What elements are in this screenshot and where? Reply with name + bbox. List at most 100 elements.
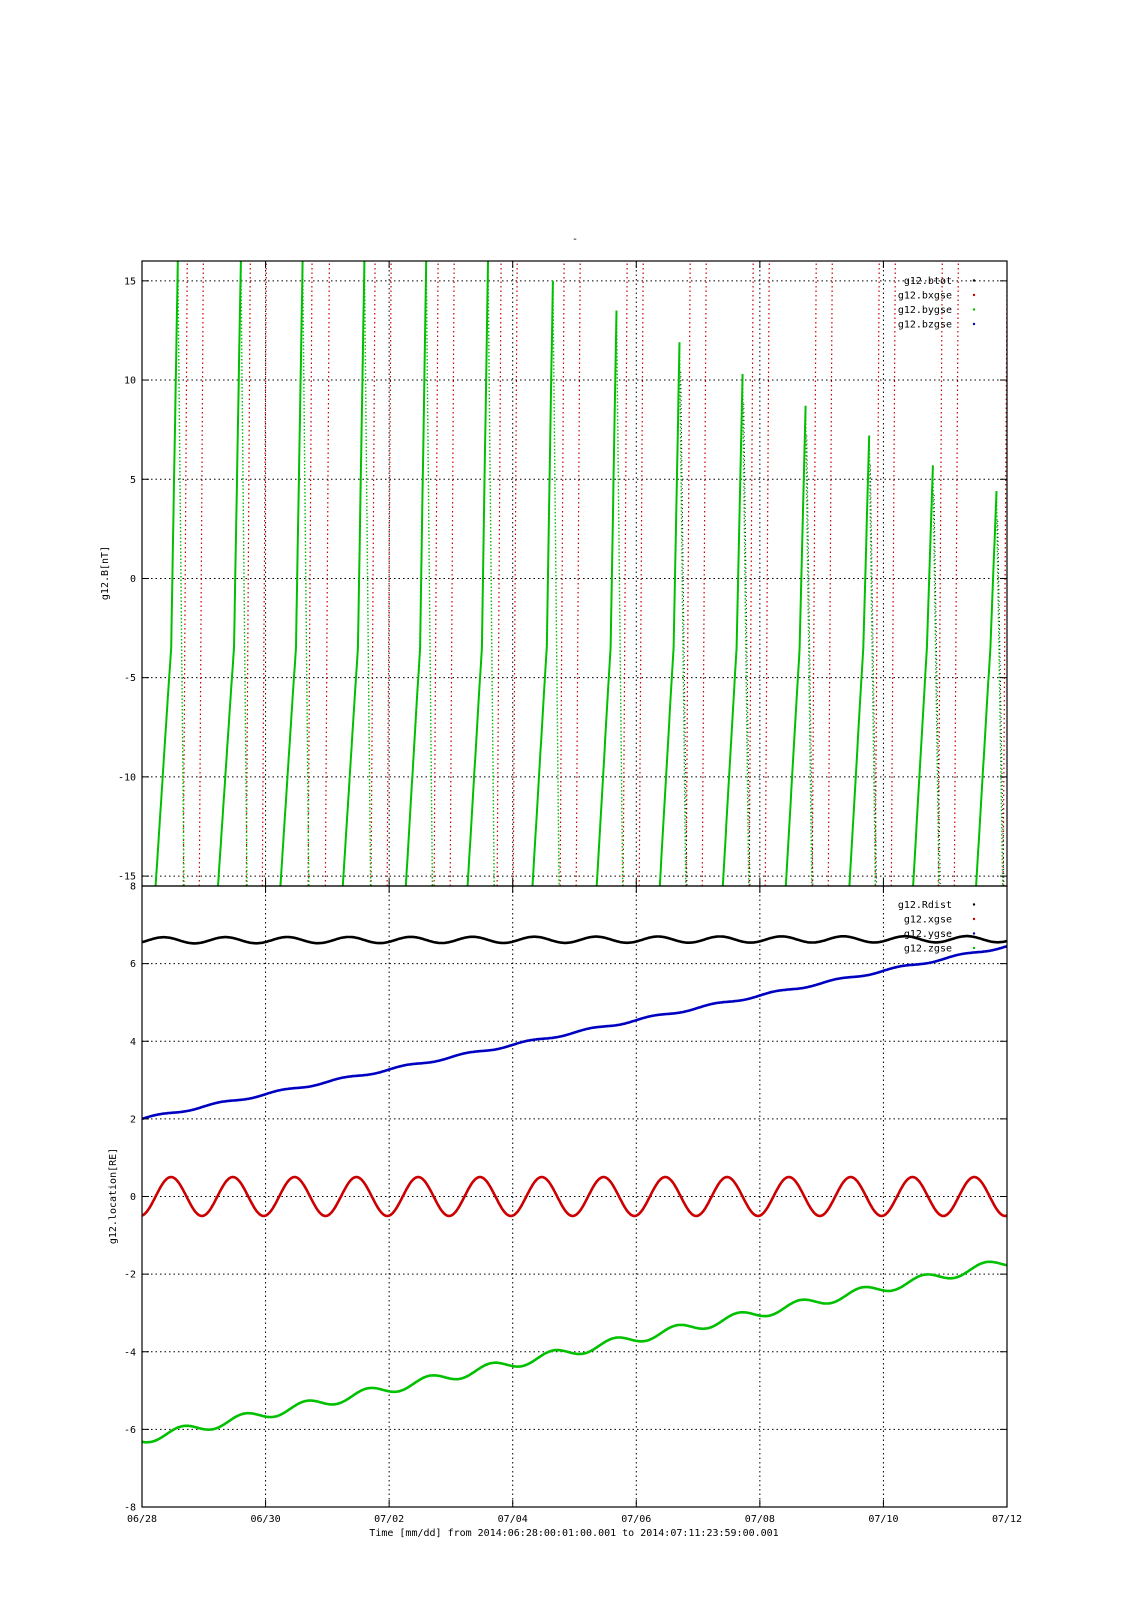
ygse-series [142, 944, 1007, 1121]
y-tick-label: 0 [130, 1192, 136, 1203]
x-tick-label: 07/02 [374, 1514, 404, 1525]
bygse-rise-trace [975, 491, 998, 886]
bxgse-trace [449, 261, 455, 886]
location-series [142, 934, 1007, 1444]
y-tick-label: -15 [118, 872, 136, 883]
bxgse-trace [953, 261, 959, 886]
bygse-rise-trace [404, 261, 428, 886]
bygse-rise-trace [912, 465, 934, 886]
legend-marker [972, 917, 976, 921]
btot-trace [743, 403, 751, 886]
x-tick-label: 07/12 [992, 1514, 1022, 1525]
y-tick-label: 0 [130, 574, 136, 585]
legend-label: g12.xgse [904, 915, 952, 926]
b-field-series [154, 261, 1007, 886]
location-panel: 8 6 4 2 0 -2 -4 -6 -8 g12.location[RE] g12.Rdist… [108, 882, 1008, 1514]
bxgse-trace [890, 261, 896, 886]
bxgse-trace [827, 261, 833, 886]
bygse-rise-trace [658, 342, 681, 886]
bxgse-trace [638, 261, 644, 886]
bxgse-trace [764, 261, 770, 886]
bygse-drop-trace [741, 374, 750, 886]
bygse-rise-trace [341, 261, 366, 886]
bygse-drop-trace [932, 465, 940, 886]
y-tick-label: 8 [130, 882, 136, 893]
bxgse-trace [1002, 261, 1007, 886]
b-field-grid [142, 261, 1007, 886]
bxgse-trace [685, 261, 691, 886]
bxgse-trace [748, 261, 754, 886]
bygse-drop-trace [552, 280, 560, 886]
legend-marker [972, 946, 976, 950]
page-title: - [572, 234, 578, 245]
b-field-legend: g12.btot g12.bxgse g12.bygse g12.bzgse [898, 276, 976, 331]
bygse-rise-trace [721, 374, 744, 886]
bxgse-trace [874, 261, 880, 886]
bygse-rise-trace [595, 310, 618, 886]
bygse-drop-trace [425, 261, 434, 886]
bxgse-trace [261, 261, 267, 886]
legend-marker [972, 932, 976, 935]
bygse-drop-trace [487, 261, 495, 886]
x-tick-label: 06/30 [251, 1514, 281, 1525]
time-axis-label: Time [mm/dd] from 2014:06:28:00:01:00.00… [369, 1528, 778, 1539]
location-legend: g12.Rdist g12.xgse g12.ygse g12.zgse [898, 900, 976, 955]
legend-marker [972, 279, 976, 282]
y-tick-label: 6 [130, 959, 136, 970]
b-field-panel: 15 10 5 0 -5 -10 -15 g12.B[nT] g12.btot g12.bxg… [100, 260, 1008, 887]
location-grid [142, 886, 1007, 1507]
y-tick-label: -8 [124, 1503, 136, 1514]
bxgse-trace [622, 261, 628, 886]
bygse-drop-trace [240, 261, 248, 886]
bygse-drop-trace [177, 261, 185, 886]
legend-marker [972, 308, 976, 311]
y-tick-label: -5 [124, 673, 136, 684]
bygse-rise-trace [154, 261, 179, 886]
bxgse-trace [182, 261, 188, 886]
bygse-drop-trace [615, 310, 624, 886]
bygse-drop-trace [301, 261, 310, 886]
btot-trace [997, 520, 1005, 886]
bygse-drop-trace [363, 261, 372, 886]
bxgse-trace [496, 261, 502, 886]
bxgse-trace [811, 261, 817, 886]
y-tick-label: 10 [124, 376, 136, 387]
bxgse-trace [386, 261, 392, 886]
legend-label: g12.zgse [904, 944, 952, 955]
legend-label: g12.ygse [904, 929, 952, 940]
bygse-rise-trace [784, 405, 807, 886]
legend-marker [972, 293, 976, 297]
bygse-rise-trace [279, 261, 304, 886]
bxgse-trace [307, 261, 313, 886]
legend-label: g12.Rdist [898, 900, 952, 911]
location-series-group [142, 934, 1007, 1444]
legend-marker [972, 903, 976, 906]
bygse-rise-trace [848, 435, 871, 886]
bygse-drop-trace [995, 491, 1004, 886]
rdist-series [142, 934, 1007, 945]
bxgse-trace [512, 261, 518, 886]
bxgse-trace [559, 261, 565, 886]
location-y-ticks: 8 6 4 2 0 -2 -4 -6 -8 [124, 882, 1007, 1514]
legend-label: g12.bzgse [898, 320, 952, 331]
y-tick-label: 5 [130, 475, 136, 486]
bygse-rise-trace [217, 261, 242, 886]
b-field-series-group [154, 261, 1007, 886]
y-tick-label: -10 [118, 772, 136, 783]
bygse-drop-trace [868, 435, 877, 886]
bxgse-trace [324, 261, 330, 886]
x-tick-label: 07/10 [868, 1514, 898, 1525]
x-tick-label: 06/28 [127, 1514, 157, 1525]
y-tick-label: -6 [124, 1425, 136, 1436]
y-tick-label: -2 [124, 1270, 136, 1281]
x-tick-label: 07/06 [621, 1514, 651, 1525]
bxgse-trace [937, 261, 943, 886]
bygse-drop-trace [804, 405, 813, 886]
zgse-series [142, 1260, 1007, 1444]
bygse-rise-trace [531, 280, 554, 886]
b-field-y-axis-label: g12.B[nT] [100, 546, 111, 600]
x-tick-label: 07/04 [498, 1514, 528, 1525]
y-tick-label: 4 [130, 1037, 136, 1048]
bxgse-trace [433, 261, 439, 886]
